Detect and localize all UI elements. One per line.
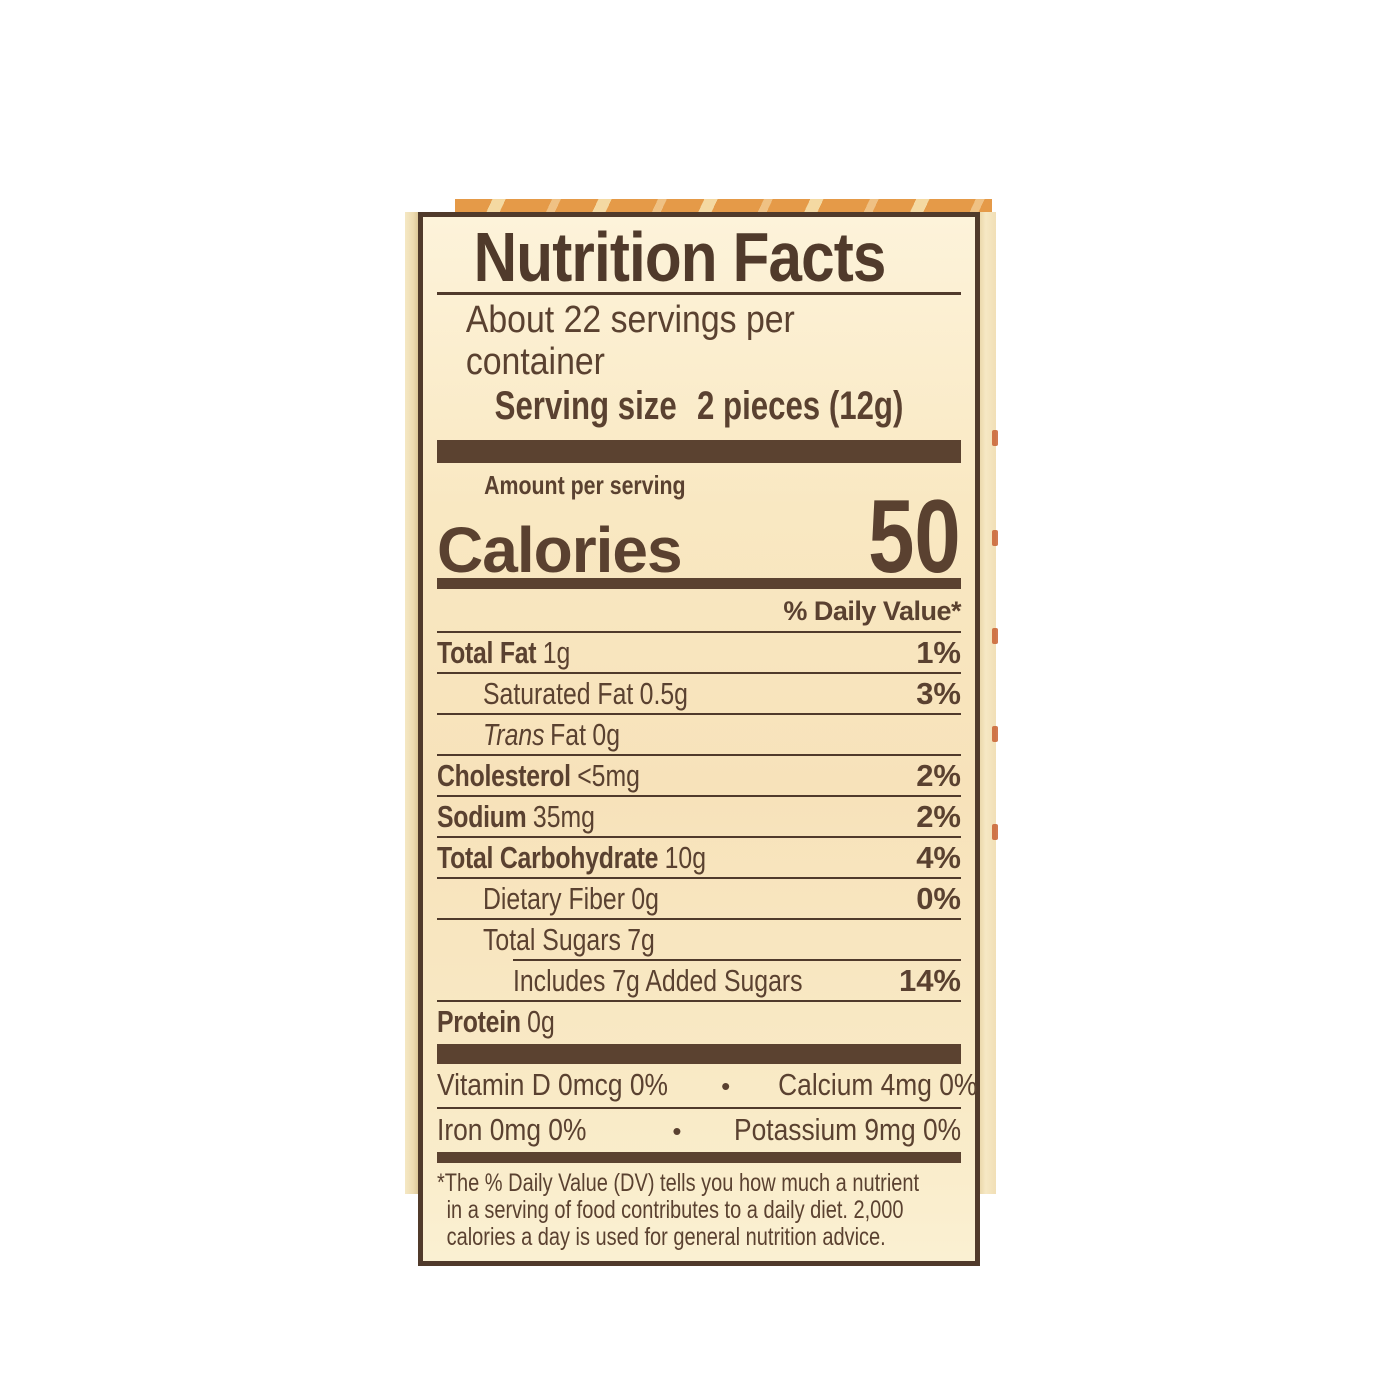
daily-value-header: % Daily Value* bbox=[783, 596, 961, 626]
package-edge-orange-dash bbox=[992, 430, 998, 446]
title-divider bbox=[437, 292, 961, 295]
nutrient-row-trans-fat: Trans Fat 0g bbox=[437, 713, 961, 754]
nutrient-name: Total Carbohydrate bbox=[437, 840, 659, 875]
nutrient-amount: 35mg bbox=[532, 799, 595, 834]
nutrient-dv: 14% bbox=[898, 963, 961, 998]
nutrient-name: Protein bbox=[437, 1004, 521, 1039]
amount-per-serving-label: Amount per serving bbox=[484, 470, 686, 500]
package-edge-top-pattern bbox=[455, 199, 992, 213]
package-edge-orange-dash bbox=[992, 628, 998, 644]
section-bar-medium bbox=[437, 1152, 961, 1163]
nutrient-name: Fat bbox=[550, 717, 586, 752]
nutrient-dv: 3% bbox=[916, 676, 961, 711]
nutrient-name: Cholesterol bbox=[437, 758, 571, 793]
footnote-line: calories a day is used for general nutri… bbox=[446, 1223, 886, 1251]
footnote-line: *The % Daily Value (DV) tells you how mu… bbox=[437, 1169, 920, 1197]
micronutrient-left: Iron 0mg 0% bbox=[437, 1112, 587, 1147]
nutrient-name: Dietary Fiber bbox=[483, 881, 625, 916]
micronutrient-row: Iron 0mg 0% • Potassium 9mg 0% bbox=[437, 1107, 961, 1152]
nutrient-dv: 1% bbox=[916, 635, 961, 670]
nutrient-row-cholesterol: Cholesterol <5mg 2% bbox=[437, 754, 961, 795]
package-edge-orange-dash bbox=[992, 824, 998, 840]
nutrient-dv: 2% bbox=[916, 758, 961, 793]
nutrient-row-total-carbohydrate: Total Carbohydrate 10g 4% bbox=[437, 836, 961, 877]
footnote-line: in a serving of food contributes to a da… bbox=[446, 1196, 904, 1224]
bullet-separator: • bbox=[721, 1071, 731, 1101]
daily-value-footnote: *The % Daily Value (DV) tells you how mu… bbox=[437, 1170, 961, 1251]
nutrient-row-total-fat: Total Fat 1g 1% bbox=[437, 631, 961, 672]
nutrient-name: Total Sugars bbox=[483, 922, 621, 957]
section-bar-thick bbox=[437, 1044, 961, 1064]
nutrient-row-saturated-fat: Saturated Fat 0.5g 3% bbox=[437, 672, 961, 713]
servings-per-container: About 22 servings per container bbox=[465, 299, 795, 383]
nutrient-name: Sodium bbox=[437, 799, 527, 834]
micronutrient-row: Vitamin D 0mcg 0% • Calcium 4mg 0% bbox=[437, 1064, 977, 1107]
nutrient-amount: 0.5g bbox=[639, 676, 688, 711]
nutrient-name: Total Fat bbox=[437, 635, 537, 670]
package-edge-left bbox=[405, 212, 419, 1194]
micronutrient-right: Calcium 4mg 0% bbox=[777, 1067, 977, 1102]
calories-row: Calories 50 bbox=[437, 479, 961, 595]
calories-label: Calories bbox=[437, 514, 683, 586]
nutrient-amount: 0g bbox=[527, 1004, 555, 1039]
bullet-separator: • bbox=[672, 1116, 682, 1146]
serving-size-row: Serving size 2 pieces (12g) bbox=[495, 383, 904, 429]
nutrient-amount: <5mg bbox=[577, 758, 640, 793]
micronutrient-right: Potassium 9mg 0% bbox=[733, 1112, 961, 1147]
package-edge-orange-dash bbox=[992, 726, 998, 742]
section-bar-thick bbox=[437, 440, 961, 463]
micronutrient-left: Vitamin D 0mcg 0% bbox=[437, 1067, 668, 1102]
nutrient-rows: Total Fat 1g 1% Saturated Fat 0.5g 3% Tran… bbox=[437, 631, 961, 1041]
nutrient-name: Includes 7g Added Sugars bbox=[513, 963, 803, 998]
nutrient-row-dietary-fiber: Dietary Fiber 0g 0% bbox=[437, 877, 961, 918]
nutrient-row-added-sugars: Includes 7g Added Sugars 14% bbox=[437, 959, 961, 1000]
nutrition-facts-panel: Nutrition Facts About 22 servings per co… bbox=[418, 212, 980, 1266]
nutrient-name: Saturated Fat bbox=[483, 676, 634, 711]
nutrient-amount: 1g bbox=[542, 635, 571, 670]
nutrient-amount: 0g bbox=[631, 881, 659, 916]
section-bar-medium bbox=[437, 578, 961, 589]
calories-value: 50 bbox=[868, 479, 961, 595]
nutrient-dv: 4% bbox=[916, 840, 961, 875]
nutrient-row-protein: Protein 0g bbox=[437, 1000, 961, 1041]
package-edge-right bbox=[979, 212, 996, 1194]
micronutrient-rows: Vitamin D 0mcg 0% • Calcium 4mg 0% Iron … bbox=[437, 1064, 977, 1152]
nutrient-dv: 0% bbox=[916, 881, 961, 916]
nutrient-name-italic: Trans bbox=[483, 717, 545, 752]
panel-title: Nutrition Facts bbox=[473, 218, 887, 296]
nutrient-amount: 0g bbox=[592, 717, 620, 752]
package-edge-orange-dash bbox=[992, 530, 998, 546]
nutrient-amount: 7g bbox=[627, 922, 655, 957]
nutrient-row-sodium: Sodium 35mg 2% bbox=[437, 795, 961, 836]
serving-size-value: 2 pieces (12g) bbox=[697, 384, 904, 428]
serving-size-label: Serving size bbox=[494, 384, 677, 428]
nutrient-amount: 10g bbox=[664, 840, 706, 875]
nutrient-row-total-sugars: Total Sugars 7g bbox=[437, 918, 961, 959]
nutrient-dv: 2% bbox=[916, 799, 961, 834]
